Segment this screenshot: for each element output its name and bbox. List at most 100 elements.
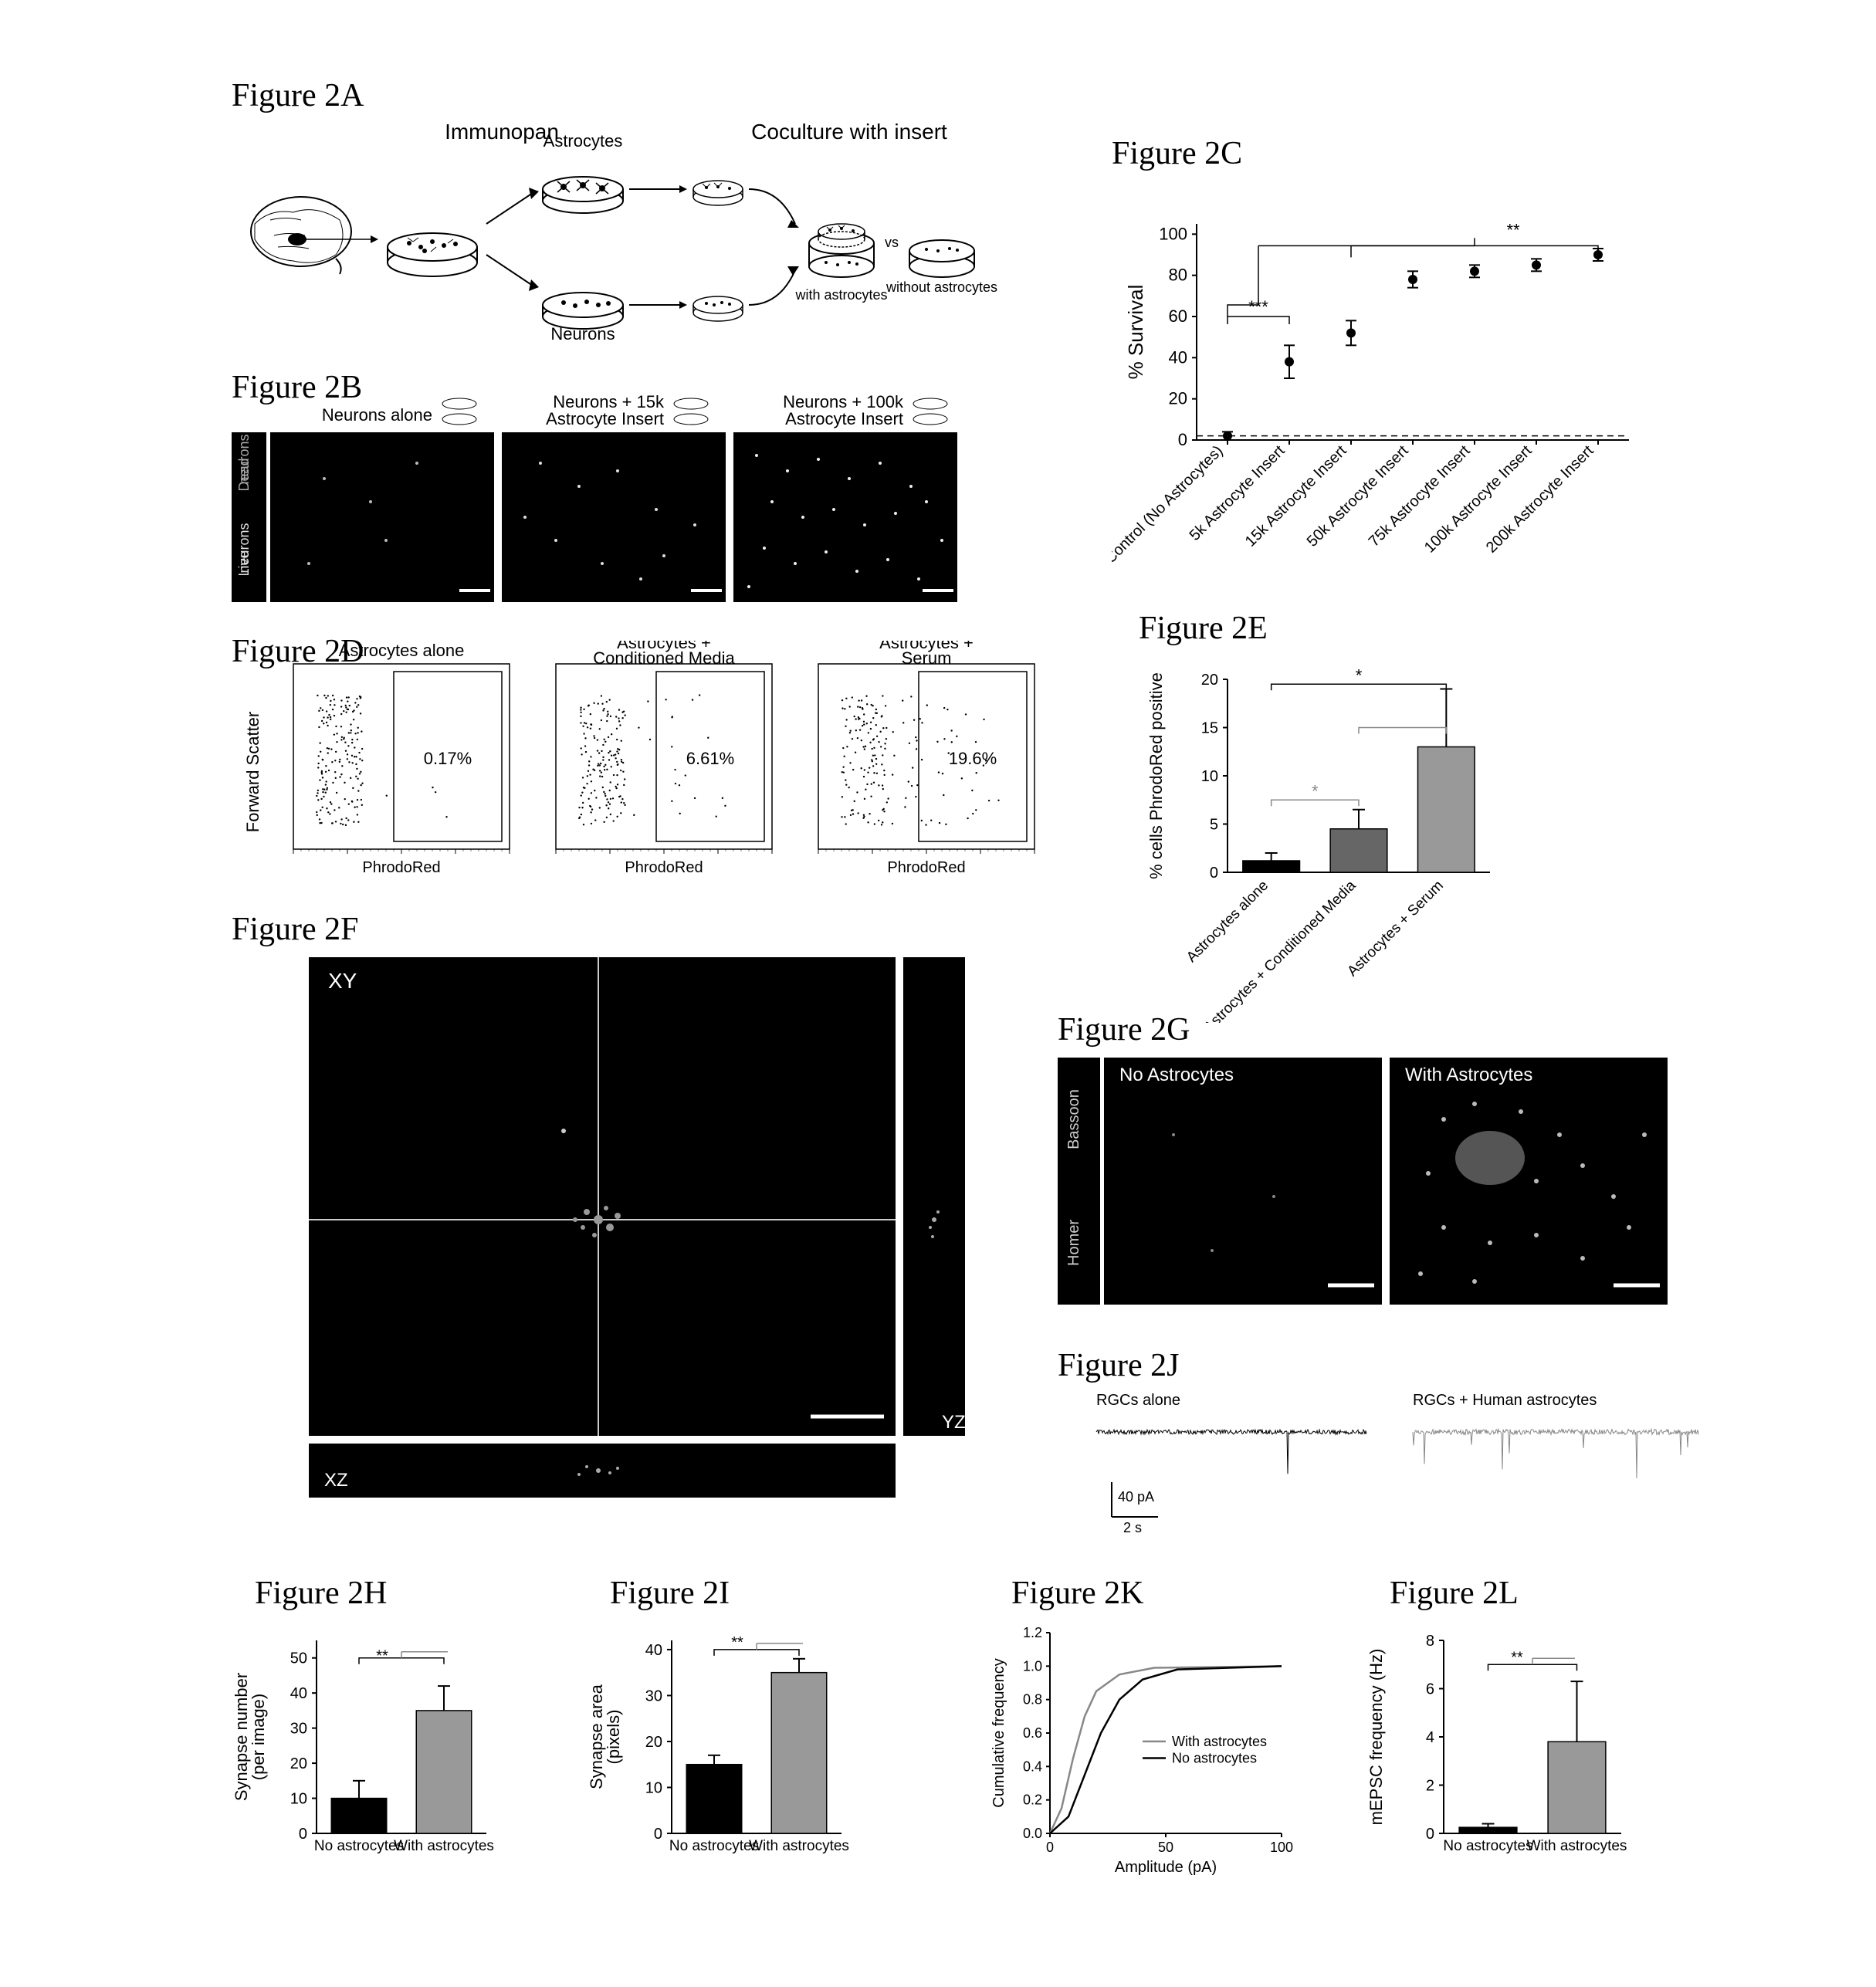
- svg-text:Control (No Astrocytes): Control (No Astrocytes): [1112, 442, 1227, 567]
- svg-text:0.8: 0.8: [1023, 1692, 1042, 1708]
- svg-text:Astrocytes alone: Astrocytes alone: [339, 641, 465, 660]
- svg-text:Immunopan: Immunopan: [445, 124, 559, 144]
- svg-text:50: 50: [1158, 1840, 1173, 1855]
- svg-text:Astrocytes alone: Astrocytes alone: [1184, 878, 1272, 966]
- svg-text:Bassoon: Bassoon: [1065, 1089, 1082, 1149]
- svg-text:Conditioned Media: Conditioned Media: [593, 648, 735, 668]
- svg-text:with astrocytes: with astrocytes: [794, 287, 887, 303]
- panel-g-label: Figure 2G: [1058, 1011, 1190, 1048]
- panel-e-label: Figure 2E: [1139, 610, 1268, 647]
- svg-text:With astrocytes: With astrocytes: [1527, 1838, 1627, 1854]
- svg-text:6.61%: 6.61%: [686, 749, 734, 768]
- svg-text:With astrocytes: With astrocytes: [749, 1838, 849, 1854]
- svg-text:Homer: Homer: [1065, 1220, 1082, 1266]
- panel-f-label: Figure 2F: [232, 911, 359, 948]
- svg-text:0.6: 0.6: [1023, 1725, 1042, 1741]
- svg-text:4: 4: [1426, 1729, 1434, 1746]
- svg-text:8: 8: [1426, 1633, 1434, 1650]
- svg-text:30: 30: [645, 1687, 662, 1704]
- svg-text:(per image): (per image): [249, 1694, 268, 1780]
- svg-text:40 pA: 40 pA: [1118, 1489, 1154, 1505]
- svg-text:20: 20: [290, 1755, 307, 1772]
- svg-text:10: 10: [1201, 768, 1218, 785]
- svg-text:**: **: [1506, 220, 1520, 239]
- panel-b-images: Neurons alone Neurons + 15k Astrocyte In…: [232, 386, 1042, 610]
- svg-text:50: 50: [290, 1650, 307, 1667]
- svg-text:Cumulative frequency: Cumulative frequency: [990, 1658, 1007, 1807]
- svg-text:40: 40: [290, 1685, 307, 1702]
- svg-text:Astrocyte Insert: Astrocyte Insert: [785, 409, 903, 428]
- svg-text:neurons: neurons: [236, 434, 252, 484]
- svg-text:80: 80: [1169, 266, 1187, 285]
- svg-text:0: 0: [1426, 1826, 1434, 1843]
- svg-text:Neurons: Neurons: [550, 324, 615, 344]
- svg-text:XY: XY: [328, 969, 357, 993]
- panel-i-label: Figure 2I: [610, 1575, 730, 1612]
- panel-a-label: Figure 2A: [232, 77, 364, 114]
- svg-text:Serum: Serum: [902, 648, 952, 668]
- panel-h-label: Figure 2H: [255, 1575, 388, 1612]
- svg-text:19.6%: 19.6%: [949, 749, 997, 768]
- svg-text:Astrocytes + Conditioned Media: Astrocytes + Conditioned Media: [1201, 877, 1360, 1023]
- svg-text:20: 20: [1169, 389, 1187, 408]
- svg-text:XZ: XZ: [324, 1470, 348, 1491]
- panel-a-diagram: Astrocytes Neurons Immunopan Coculture w…: [232, 124, 1004, 363]
- panel-k-label: Figure 2K: [1011, 1575, 1144, 1612]
- svg-text:0.2: 0.2: [1023, 1792, 1042, 1808]
- svg-text:Amplitude (pA): Amplitude (pA): [1115, 1859, 1217, 1876]
- svg-text:RGCs alone: RGCs alone: [1096, 1392, 1180, 1409]
- svg-text:20: 20: [1201, 672, 1218, 689]
- panel-k-chart: 0.00.20.40.60.81.01.2050100Cumulative fr…: [980, 1617, 1328, 1903]
- svg-text:6: 6: [1426, 1681, 1434, 1698]
- svg-text:vs: vs: [885, 235, 899, 250]
- svg-text:40: 40: [645, 1642, 662, 1659]
- svg-text:100: 100: [1159, 224, 1187, 243]
- panel-c-chart: 0 20 40 60 80 100 % Survival Control (No Astroc…: [1112, 181, 1675, 614]
- svg-text:% cells PhrodoRed positive: % cells PhrodoRed positive: [1146, 672, 1166, 879]
- panel-e-chart: 05101520% cells PhrodoRed positiveAstroc…: [1139, 652, 1617, 1023]
- svg-text:100k Astrocyte Insert: 100k Astrocyte Insert: [1421, 442, 1536, 557]
- svg-text:60: 60: [1169, 306, 1187, 326]
- svg-text:10: 10: [290, 1791, 307, 1808]
- svg-text:10: 10: [645, 1779, 662, 1796]
- svg-text:No Astrocytes: No Astrocytes: [1119, 1065, 1234, 1085]
- svg-text:75k Astrocyte Insert: 75k Astrocyte Insert: [1366, 442, 1474, 550]
- svg-text:PhrodoRed: PhrodoRed: [887, 859, 965, 876]
- svg-text:0.17%: 0.17%: [424, 749, 472, 768]
- svg-text:0: 0: [1178, 430, 1187, 449]
- svg-text:Forward Scatter: Forward Scatter: [243, 712, 262, 833]
- svg-text:% Survival: % Survival: [1124, 285, 1147, 380]
- svg-text:YZ: YZ: [942, 1412, 966, 1433]
- svg-text:**: **: [1511, 1649, 1523, 1666]
- panel-c-label: Figure 2C: [1112, 135, 1242, 172]
- svg-text:Astrocyte Insert: Astrocyte Insert: [546, 409, 664, 428]
- svg-text:RGCs + Human astrocytes: RGCs + Human astrocytes: [1413, 1392, 1597, 1409]
- svg-text:0: 0: [654, 1826, 662, 1843]
- svg-text:**: **: [731, 1634, 743, 1651]
- svg-text:PhrodoRed: PhrodoRed: [625, 859, 703, 876]
- panel-l-label: Figure 2L: [1390, 1575, 1519, 1612]
- svg-text:0.4: 0.4: [1023, 1759, 1042, 1774]
- svg-text:0: 0: [299, 1826, 307, 1843]
- svg-text:No astrocytes: No astrocytes: [1443, 1838, 1532, 1854]
- panel-i-chart: 010203040Synapse area(pixels)No astrocyt…: [579, 1617, 911, 1903]
- svg-text:2 s: 2 s: [1123, 1520, 1142, 1535]
- svg-text:Coculture with insert: Coculture with insert: [751, 124, 947, 144]
- svg-text:(pixels): (pixels): [604, 1710, 623, 1765]
- panel-h-chart: 01020304050Synapse number(per image)No a…: [224, 1617, 556, 1903]
- svg-text:0: 0: [1210, 865, 1218, 882]
- svg-text:200k Astrocyte Insert: 200k Astrocyte Insert: [1483, 442, 1597, 557]
- svg-text:40: 40: [1169, 347, 1187, 367]
- svg-text:0.0: 0.0: [1023, 1826, 1042, 1841]
- svg-text:1.2: 1.2: [1023, 1625, 1042, 1640]
- svg-text:With astrocytes: With astrocytes: [1172, 1734, 1267, 1749]
- svg-text:1.0: 1.0: [1023, 1658, 1042, 1674]
- panel-j-label: Figure 2J: [1058, 1347, 1180, 1384]
- svg-text:without astrocytes: without astrocytes: [886, 279, 997, 295]
- svg-text:Neurons alone: Neurons alone: [322, 405, 432, 425]
- svg-text:No astrocytes: No astrocytes: [669, 1838, 759, 1854]
- svg-text:neurons: neurons: [236, 523, 252, 573]
- svg-text:0: 0: [1046, 1840, 1054, 1855]
- svg-text:PhrodoRed: PhrodoRed: [362, 859, 440, 876]
- svg-text:20: 20: [645, 1734, 662, 1751]
